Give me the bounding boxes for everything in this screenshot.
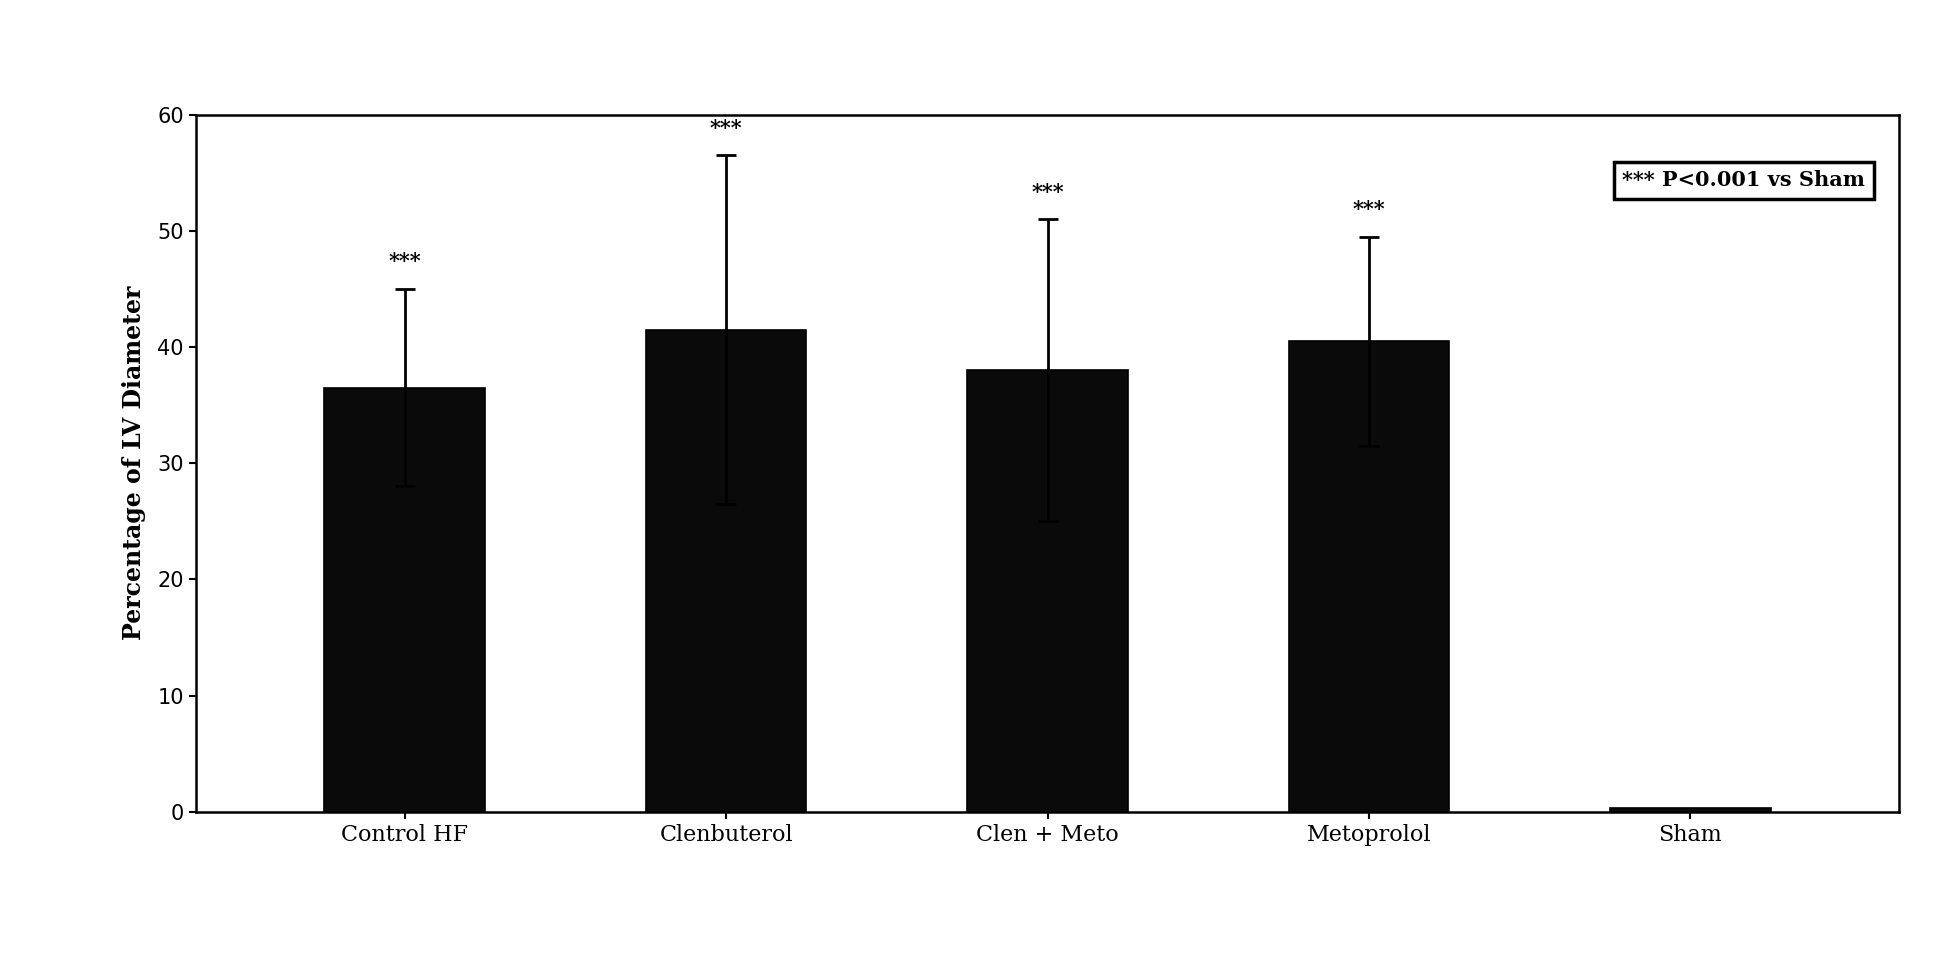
Bar (967, 371, 1127, 812)
Y-axis label: Percentage of LV Diameter: Percentage of LV Diameter (121, 286, 147, 641)
Text: ***: *** (1031, 181, 1063, 202)
Text: ***: *** (1352, 200, 1384, 219)
Text: ***: *** (387, 251, 421, 271)
Bar (325, 388, 485, 812)
Text: *** P<0.001 vs Sham: *** P<0.001 vs Sham (1622, 170, 1865, 190)
Bar (1288, 341, 1448, 812)
Text: ***: *** (710, 117, 742, 138)
Bar (646, 329, 806, 812)
Bar (1609, 808, 1769, 812)
